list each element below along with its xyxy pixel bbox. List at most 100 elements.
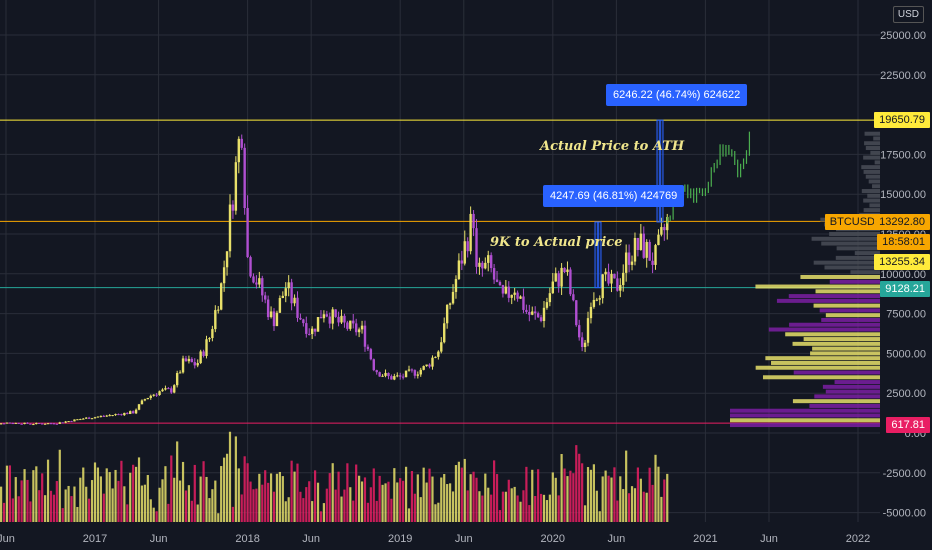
- candle-body: [164, 388, 167, 390]
- volume-bar: [490, 494, 493, 522]
- volume-bar: [228, 431, 232, 522]
- candle-body: [331, 309, 334, 324]
- volume-bar: [196, 504, 199, 522]
- volume-bar: [437, 502, 440, 522]
- volume-profile-bar: [861, 165, 880, 170]
- volume-profile-bar: [792, 399, 880, 404]
- volume-bar: [88, 498, 91, 522]
- volume-bar: [469, 474, 472, 522]
- candle-body: [284, 288, 287, 296]
- volume-bar: [387, 481, 390, 522]
- volume-profile-bar: [771, 360, 880, 365]
- candle-body: [531, 311, 534, 315]
- volume-profile-bar: [822, 384, 880, 389]
- candle-body: [190, 358, 194, 363]
- volume-profile-bar: [755, 284, 880, 289]
- time-tick-label: Jun: [302, 533, 320, 545]
- volume-profile-bar: [865, 146, 880, 151]
- candle-body: [369, 349, 373, 360]
- volume-bar: [404, 466, 408, 522]
- candle-body: [610, 273, 613, 284]
- volume-bar: [32, 470, 35, 522]
- candle-body: [290, 282, 293, 304]
- candle-body: [569, 269, 572, 295]
- volume-bar: [513, 486, 516, 522]
- candle-body: [525, 309, 528, 312]
- volume-bar: [211, 489, 214, 522]
- candle-body: [654, 245, 657, 265]
- volume-bar: [419, 497, 422, 522]
- volume-bar: [352, 500, 355, 522]
- candle-body: [445, 304, 449, 324]
- time-tick-label: Jun: [760, 533, 778, 545]
- volume-bar: [11, 498, 14, 522]
- volume-bar: [152, 507, 155, 522]
- candle-body: [14, 422, 17, 424]
- volume-bar: [557, 495, 560, 522]
- volume-bar: [390, 498, 393, 522]
- candle-body: [399, 375, 402, 377]
- candle-body: [8, 422, 12, 424]
- time-axis[interactable]: Jun 2017 Jun 2018 Jun 2019 Jun 2020 Jun 2021 Jun 20…: [0, 533, 870, 545]
- currency-badge[interactable]: USD: [892, 6, 924, 23]
- candle-body: [451, 291, 455, 304]
- candle-body: [501, 285, 505, 294]
- volume-bar: [269, 473, 273, 522]
- candle-body: [70, 421, 73, 423]
- candle-body: [648, 241, 651, 261]
- volume-bar: [484, 473, 487, 522]
- volume-bar: [633, 488, 637, 522]
- volume-bar: [575, 445, 578, 522]
- candle-body: [504, 286, 508, 294]
- volume-bar: [393, 468, 396, 522]
- time-tick-label: 2022: [846, 533, 870, 545]
- volume-bar: [460, 467, 463, 522]
- volume-bar: [422, 467, 425, 522]
- candle-body: [448, 303, 452, 305]
- time-tick-label: Jun: [608, 533, 626, 545]
- price-tick-label: 2500.00: [886, 388, 926, 400]
- volume-bar: [73, 486, 76, 522]
- volume-bar: [176, 441, 179, 522]
- volume-bar: [349, 487, 352, 522]
- candle-body: [589, 306, 593, 319]
- volume-bar: [223, 457, 226, 522]
- volume-bar: [451, 491, 455, 522]
- volume-bar: [628, 493, 631, 522]
- candle-body: [522, 296, 525, 310]
- volume-profile-bar: [812, 346, 880, 351]
- volume-profile-bar: [730, 418, 880, 423]
- price-tick-label: 17500.00: [880, 149, 926, 161]
- candle-body: [583, 342, 587, 348]
- volume-profile-bar: [824, 265, 880, 270]
- measure-box-upper[interactable]: 6246.22 (46.74%) 624622: [606, 84, 748, 106]
- volume-bar: [35, 466, 38, 522]
- candle-body: [340, 315, 343, 323]
- candle-body: [134, 409, 138, 414]
- volume-bar: [545, 500, 549, 522]
- candle-body: [633, 237, 637, 262]
- volume-bar: [525, 466, 528, 522]
- candle-body: [11, 423, 15, 425]
- candle-body: [249, 257, 252, 277]
- volume-profile-bar: [811, 236, 880, 241]
- candle-body: [234, 162, 238, 211]
- candle-body: [413, 370, 417, 376]
- candle-body: [554, 273, 557, 282]
- candle-body: [592, 299, 596, 307]
- time-tick-label: Jun: [150, 533, 168, 545]
- candle-body: [211, 329, 214, 339]
- candle-body: [252, 276, 255, 283]
- volume-bar: [493, 460, 496, 522]
- price-tag-9128: 9128.21: [880, 281, 930, 297]
- volume-bar: [598, 511, 601, 522]
- volume-bar: [231, 506, 235, 522]
- volume-bar: [642, 491, 645, 522]
- measure-box-lower[interactable]: 4247.69 (46.81%) 424769: [543, 185, 685, 207]
- volume-bar: [369, 487, 372, 522]
- price-axis[interactable]: 25000.0022500.0017500.0015000.0012500.00…: [880, 30, 926, 520]
- volume-bar: [334, 489, 337, 522]
- time-tick-label: 2019: [388, 533, 412, 545]
- volume-bar: [199, 476, 202, 522]
